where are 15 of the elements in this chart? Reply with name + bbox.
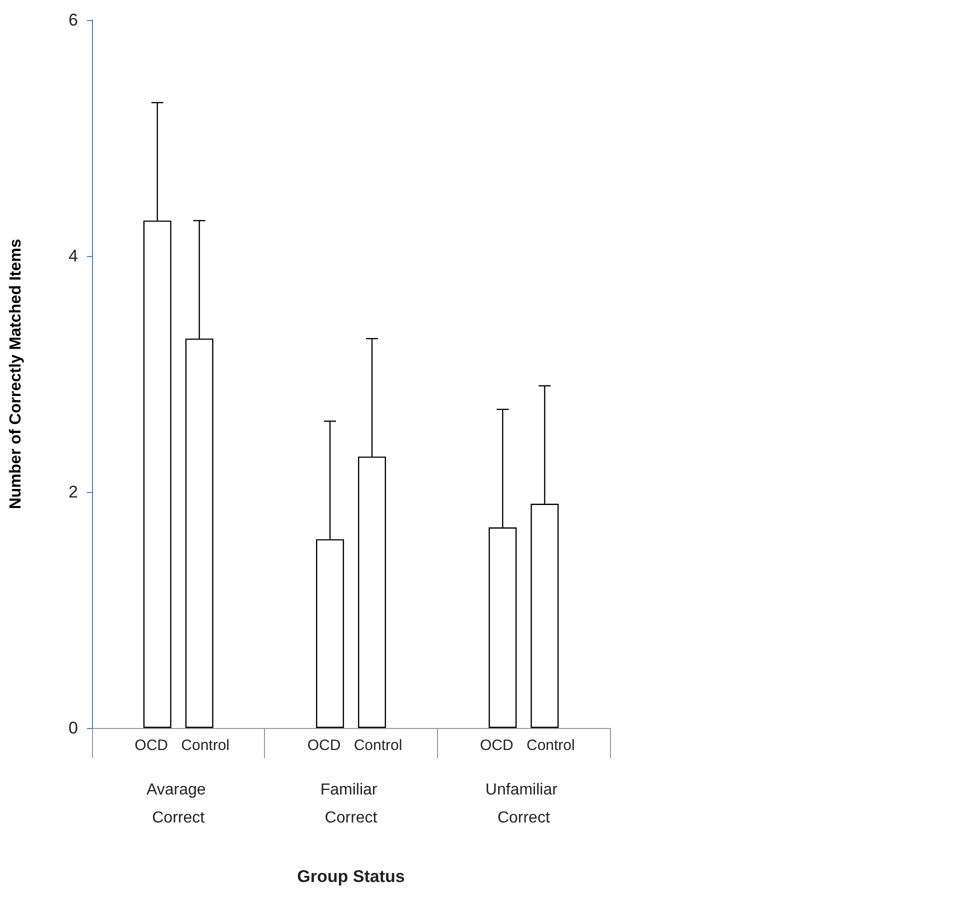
x-tick-label: Unfamiliar Correct: [485, 782, 562, 826]
text: Control: [354, 737, 402, 754]
x-axis-title: Group Status: [297, 867, 405, 886]
x-tick-label: Avarage Correct: [146, 782, 210, 826]
series-label: OCD: [134, 737, 168, 754]
text: Control: [181, 737, 230, 754]
text: OCD: [307, 737, 341, 754]
y-tick-label: 0: [68, 718, 78, 738]
y-axis-title: Number of Correctly Matched Items: [8, 238, 24, 510]
x-tick-label: Familiar Correct: [320, 782, 382, 826]
y-tick-label: 4: [68, 246, 78, 266]
text: OCD: [480, 737, 514, 754]
series-label: Control: [526, 737, 575, 754]
y-tick-label: 6: [68, 10, 78, 30]
y-tick-label: 2: [68, 482, 78, 502]
